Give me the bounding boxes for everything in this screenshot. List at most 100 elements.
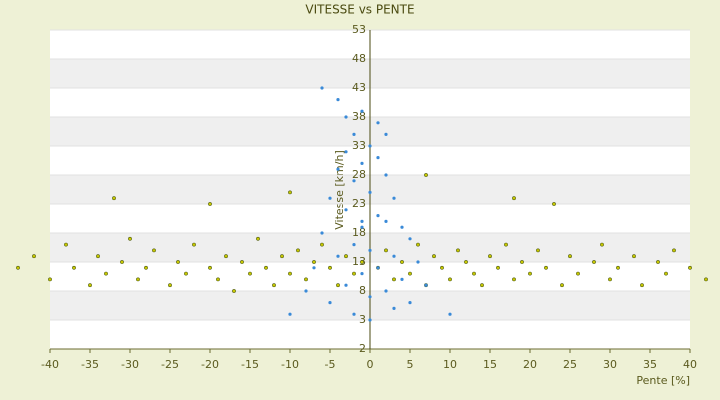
point xyxy=(344,150,348,154)
point xyxy=(320,242,324,247)
point xyxy=(368,318,372,322)
point xyxy=(208,202,212,206)
x-tick-label: -25 xyxy=(161,358,179,371)
point xyxy=(224,254,228,259)
point xyxy=(408,237,412,241)
x-tick-label: -35 xyxy=(81,358,99,371)
point xyxy=(48,277,52,282)
point xyxy=(472,271,476,276)
point xyxy=(336,167,340,171)
y-tick-label: 53 xyxy=(352,23,366,36)
point xyxy=(344,254,348,259)
point xyxy=(384,132,388,136)
point xyxy=(264,265,268,270)
point xyxy=(384,173,388,177)
y-tick-label: 13 xyxy=(352,255,366,268)
point xyxy=(400,277,404,281)
point xyxy=(368,144,372,148)
x-tick-label: 5 xyxy=(407,358,414,371)
point xyxy=(376,266,380,270)
y-axis-title: Vitesse [km/h] xyxy=(333,150,346,230)
point xyxy=(704,277,708,282)
point xyxy=(384,289,388,293)
point xyxy=(392,254,396,258)
point xyxy=(632,254,636,259)
point xyxy=(664,271,668,276)
point xyxy=(360,225,364,229)
point xyxy=(392,306,396,310)
x-tick-label: -15 xyxy=(241,358,259,371)
point xyxy=(432,254,436,259)
point xyxy=(352,179,356,183)
point xyxy=(360,109,364,113)
point xyxy=(512,277,516,282)
point xyxy=(416,242,420,247)
point xyxy=(272,283,276,288)
chart-title: VITESSE vs PENTE xyxy=(305,3,414,17)
point xyxy=(328,196,332,200)
point xyxy=(320,86,324,90)
point xyxy=(608,277,612,282)
point xyxy=(448,277,452,282)
point xyxy=(520,260,524,264)
point xyxy=(368,190,372,194)
x-tick-label: 25 xyxy=(563,358,577,371)
point xyxy=(152,248,156,253)
point xyxy=(408,271,412,276)
x-tick-label: -40 xyxy=(41,358,59,371)
point xyxy=(512,196,516,201)
y-tick-label: 43 xyxy=(352,81,366,94)
point xyxy=(544,265,548,270)
point xyxy=(288,190,292,195)
point xyxy=(120,260,124,264)
point xyxy=(216,277,220,282)
point xyxy=(448,312,452,316)
point xyxy=(360,272,364,276)
point xyxy=(112,196,116,201)
point xyxy=(88,283,92,288)
point xyxy=(288,271,292,276)
y-tick-label: 18 xyxy=(352,226,366,239)
y-tick-label: 8 xyxy=(359,284,366,297)
point xyxy=(64,242,68,247)
point xyxy=(504,242,508,247)
point xyxy=(248,271,252,276)
point xyxy=(640,283,644,288)
point xyxy=(616,265,620,270)
point xyxy=(400,225,404,229)
point xyxy=(176,260,180,264)
x-tick-label: -20 xyxy=(201,358,219,371)
point xyxy=(72,265,76,270)
point xyxy=(440,265,444,270)
y-tick-label: 23 xyxy=(352,197,366,210)
x-tick-label: -10 xyxy=(281,358,299,371)
point xyxy=(136,277,140,282)
point xyxy=(464,260,468,264)
point xyxy=(376,214,380,218)
point xyxy=(144,265,148,270)
point xyxy=(416,260,420,264)
point xyxy=(128,236,132,241)
x-tick-label: 10 xyxy=(443,358,457,371)
point xyxy=(368,248,372,252)
point xyxy=(336,283,340,288)
point xyxy=(16,265,20,270)
point xyxy=(240,260,244,264)
point xyxy=(496,265,500,270)
point xyxy=(328,265,332,270)
point xyxy=(168,283,172,288)
point xyxy=(656,260,660,264)
point xyxy=(352,312,356,316)
point xyxy=(320,231,324,235)
point xyxy=(376,156,380,160)
x-tick-label: 40 xyxy=(683,358,697,371)
point xyxy=(288,312,292,316)
point xyxy=(376,121,380,125)
point xyxy=(304,277,308,282)
point xyxy=(328,301,332,305)
point xyxy=(192,242,196,247)
point xyxy=(352,271,356,276)
point xyxy=(488,254,492,259)
point xyxy=(568,254,572,259)
